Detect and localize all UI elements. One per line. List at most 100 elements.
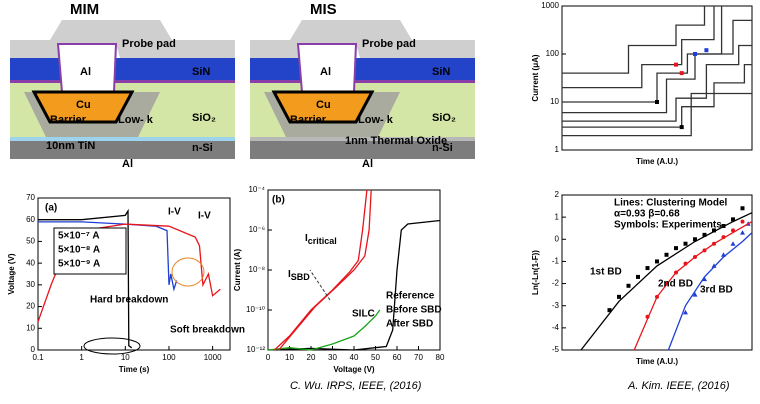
diagram-label: Cu — [76, 99, 91, 111]
series-line — [562, 44, 752, 122]
interface — [250, 137, 475, 141]
y-tick-label: 0 — [31, 345, 36, 354]
arrow — [309, 269, 331, 301]
n-si — [250, 141, 475, 159]
interface — [10, 137, 235, 141]
x-axis-label: Voltage (V) — [333, 365, 375, 374]
y-tick-label: 10⁻⁶ — [249, 225, 265, 234]
point — [655, 100, 659, 104]
y-tick-label: -4 — [552, 323, 560, 332]
point — [645, 266, 650, 271]
x-tick-label: 20 — [307, 353, 316, 362]
annotation-subscript: SBD — [291, 272, 311, 282]
point — [679, 71, 684, 76]
point — [730, 241, 736, 246]
annotation: Icritical — [305, 233, 337, 247]
x-tick-label: 80 — [436, 353, 445, 362]
annotation-subscript: critical — [308, 236, 337, 246]
y-tick-label: 10⁻⁴ — [248, 185, 265, 194]
point — [740, 230, 745, 235]
x-tick-label: 70 — [414, 353, 423, 362]
liner — [10, 80, 235, 83]
diagram-label: Probe pad — [122, 38, 176, 50]
point — [674, 62, 678, 67]
y-tick-label: 10⁻⁸ — [249, 265, 266, 274]
series-line — [562, 63, 752, 128]
diagram-label: 10nm TiN — [46, 140, 95, 152]
annotation: (b) — [272, 195, 285, 206]
y-tick-label: 100 — [546, 49, 560, 58]
diagram-label: Low- k — [358, 114, 394, 126]
series-line — [38, 208, 133, 349]
diagram-label: SiN — [192, 66, 210, 78]
y-tick-label: 30 — [26, 280, 35, 289]
y-tick-label: 2 — [555, 190, 560, 199]
y-tick-label: -5 — [552, 345, 560, 354]
n-si — [10, 141, 235, 159]
series-line — [667, 232, 753, 351]
point — [674, 246, 678, 251]
y-axis-label: Current (A) — [233, 249, 242, 292]
citation: C. Wu. IRPS, IEEE, (2016) — [290, 380, 422, 392]
y-tick-label: 10⁻¹⁰ — [246, 305, 265, 314]
citation: A. Kim. IEEE, (2016) — [627, 380, 730, 392]
sin-layer — [250, 58, 475, 82]
annotation: I-V — [168, 207, 181, 218]
point — [702, 276, 707, 282]
y-tick-label: 20 — [26, 302, 35, 311]
point — [702, 232, 707, 237]
annotation: Soft breakdown — [170, 325, 245, 336]
annotation: SILC — [352, 309, 375, 320]
point — [704, 48, 709, 53]
annotation: α=0.93 β=0.68 — [614, 209, 680, 220]
point — [712, 228, 716, 233]
point — [607, 308, 612, 313]
x-tick-label: 1000 — [204, 353, 222, 362]
point — [626, 283, 631, 288]
x-tick-label: 50 — [371, 353, 380, 362]
annotation: Symbols: Experiments — [614, 220, 722, 231]
x-tick-label: 0.1 — [32, 353, 44, 362]
cross-section: MIM Probe pad Al SiN Cu Barrier Low- k SiO₂ 10nm… — [10, 1, 235, 170]
y-tick-label: 70 — [26, 193, 35, 202]
series-line — [38, 221, 178, 292]
series-line — [562, 6, 715, 89]
diagram-label: Cu — [316, 99, 331, 111]
annotation: I-V — [198, 211, 211, 222]
diagram-label: Al — [122, 158, 133, 170]
x-tick-label: 100 — [162, 353, 176, 362]
highlight — [83, 337, 141, 355]
x-axis-label: Time (A.U.) — [636, 157, 678, 166]
annotation: 1st BD — [590, 267, 622, 278]
annotation: 2nd BD — [658, 279, 693, 290]
annotation: Lines: Clustering Model — [614, 198, 728, 209]
y-tick-label: 40 — [26, 258, 35, 267]
series-line — [267, 309, 381, 351]
legend-box — [53, 227, 127, 275]
point — [693, 237, 697, 242]
diagram-label: Al — [80, 66, 91, 78]
point — [740, 206, 745, 211]
legend-entry: 5×10⁻⁹ A — [58, 259, 100, 270]
series-line — [562, 5, 752, 74]
cu — [31, 90, 135, 124]
series-line — [580, 212, 753, 351]
annotation: 3rd BD — [700, 285, 733, 296]
x-tick-label: 10 — [285, 353, 294, 362]
y-axis-label: Ln(-Ln(1-F)) — [531, 250, 540, 295]
y-tick-label: 0 — [555, 234, 560, 243]
diagram-label: SiN — [432, 66, 450, 78]
diagram-title: MIM — [70, 1, 99, 18]
point — [731, 217, 735, 222]
y-tick-label: 1000 — [541, 1, 559, 10]
legend-entry: 5×10⁻⁷ A — [58, 231, 100, 242]
x-tick-label: 40 — [350, 353, 359, 362]
point — [655, 259, 659, 264]
point — [711, 263, 717, 268]
point — [617, 294, 621, 299]
diagram-label: Barrier — [50, 114, 87, 126]
probe-pad — [10, 20, 235, 58]
point — [740, 219, 745, 224]
diagram-label: Low- k — [118, 114, 154, 126]
legend-entry: 5×10⁻⁸ A — [58, 245, 100, 256]
